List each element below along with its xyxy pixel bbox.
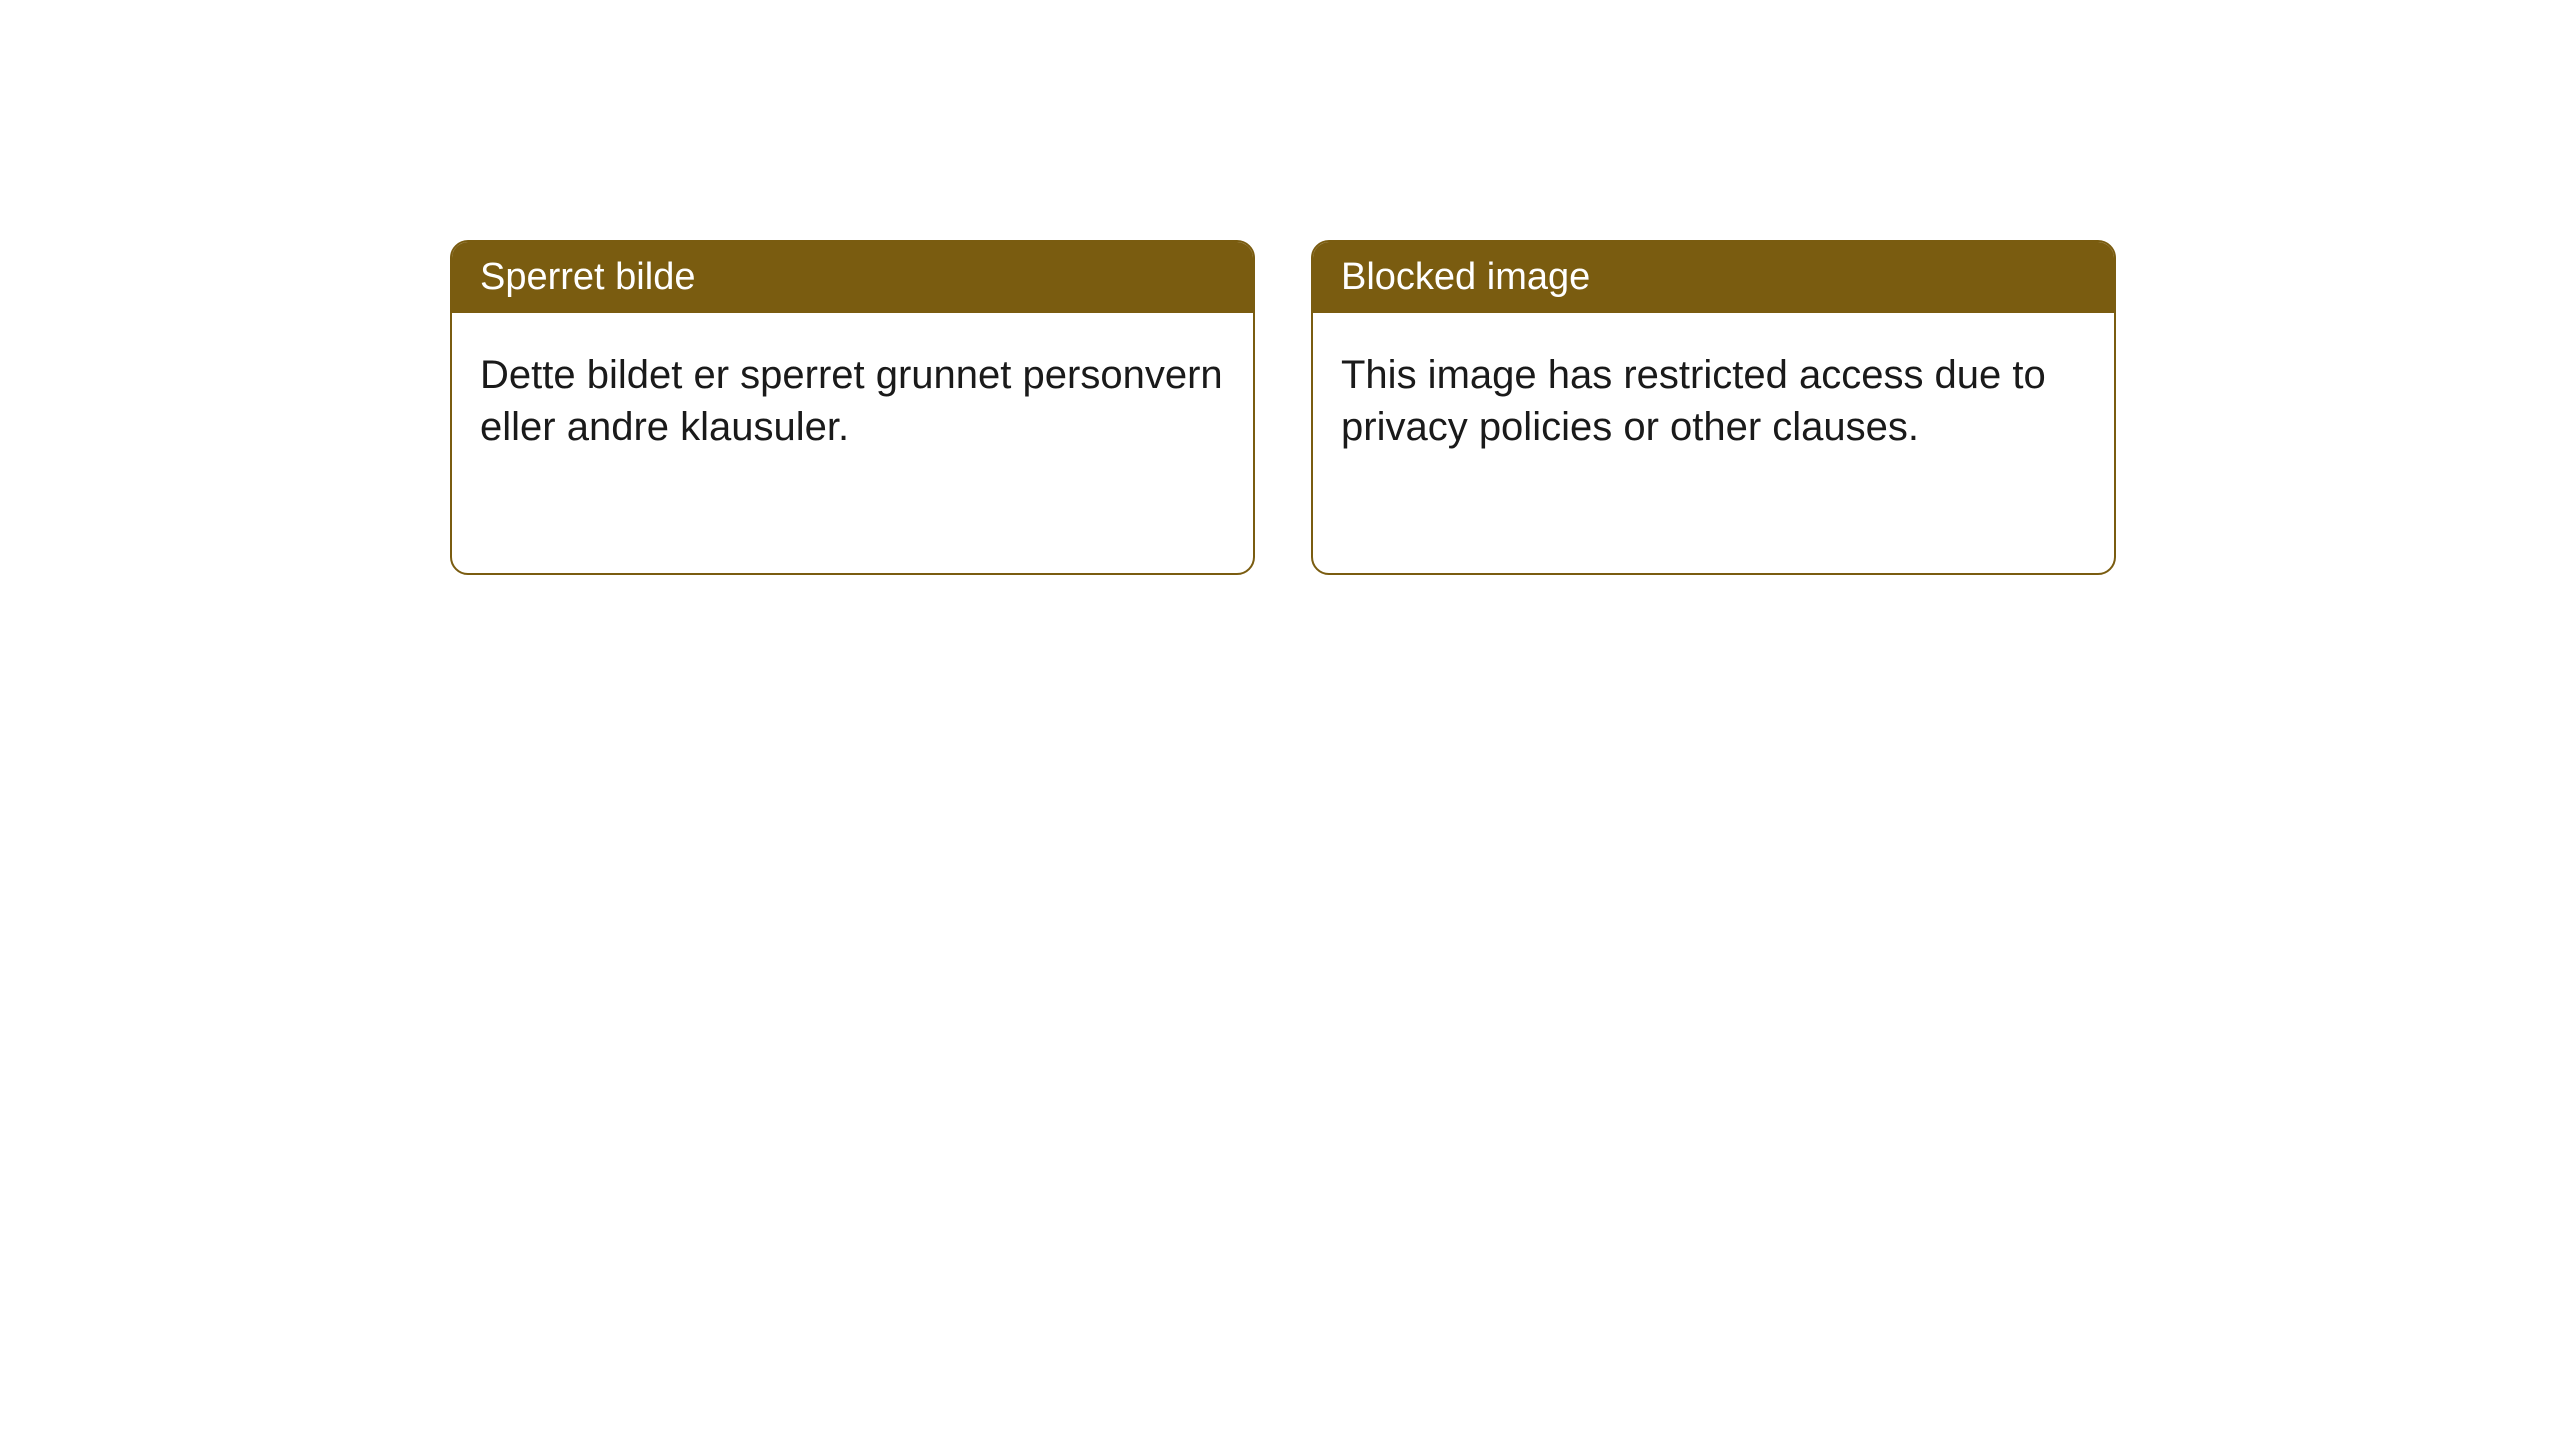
notice-card-norwegian: Sperret bilde Dette bildet er sperret gr… <box>450 240 1255 575</box>
notice-container: Sperret bilde Dette bildet er sperret gr… <box>450 240 2116 575</box>
notice-body-text: Dette bildet er sperret grunnet personve… <box>452 313 1253 489</box>
notice-card-english: Blocked image This image has restricted … <box>1311 240 2116 575</box>
notice-title: Blocked image <box>1313 242 2114 313</box>
notice-title: Sperret bilde <box>452 242 1253 313</box>
notice-body-text: This image has restricted access due to … <box>1313 313 2114 489</box>
